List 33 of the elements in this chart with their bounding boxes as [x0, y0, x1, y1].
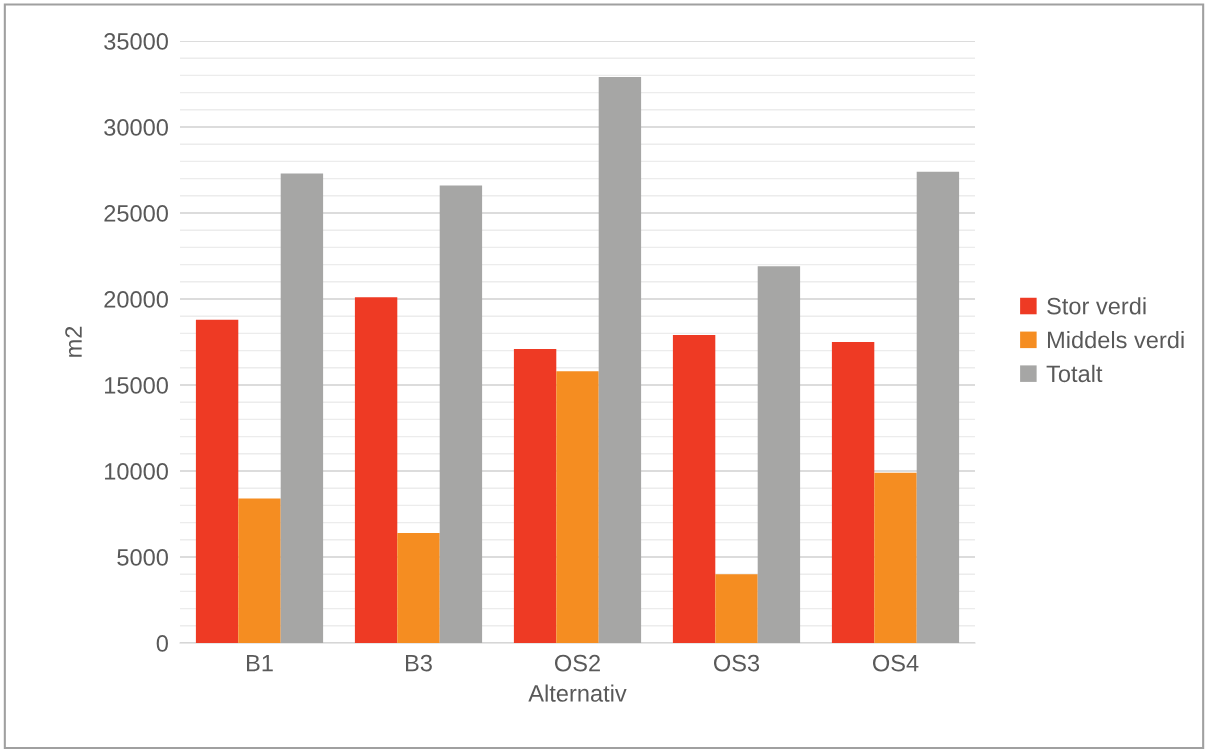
- bar: [874, 472, 917, 643]
- x-tick-label: OS2: [555, 654, 600, 672]
- y-tick-label: 30000: [104, 119, 168, 136]
- bar: [757, 266, 801, 643]
- y-tick-label: 0: [156, 635, 168, 652]
- bar: [672, 335, 716, 643]
- bar: [354, 297, 398, 643]
- legend-label: Stor verdi: [1047, 297, 1146, 315]
- bar: [238, 498, 281, 643]
- x-tick-label: OS3: [714, 654, 760, 672]
- y-tick-label: 35000: [104, 33, 168, 50]
- bar: [598, 77, 642, 643]
- y-tick-label: 15000: [105, 377, 168, 394]
- legend-label: Middels verdi: [1048, 331, 1184, 349]
- legend-label: Totalt: [1046, 364, 1103, 383]
- bar: [513, 348, 557, 643]
- y-tick-label: 20000: [104, 291, 168, 308]
- y-tick-label: 5000: [117, 549, 168, 566]
- bar: [195, 319, 239, 643]
- bar: [439, 185, 483, 643]
- y-tick-label: 25000: [104, 205, 168, 222]
- y-tick-label: 10000: [105, 463, 168, 480]
- x-axis-title: Alternativ: [528, 684, 627, 702]
- y-axis-title: m2: [65, 326, 82, 357]
- bar: [715, 574, 758, 643]
- x-tick-label: OS4: [873, 654, 919, 672]
- bar: [831, 342, 875, 643]
- x-tick-label: B3: [406, 654, 432, 672]
- bar: [397, 532, 440, 643]
- bar: [280, 173, 324, 643]
- bar: [916, 171, 960, 643]
- x-tick-label: B1: [247, 654, 273, 672]
- bar: [556, 371, 599, 643]
